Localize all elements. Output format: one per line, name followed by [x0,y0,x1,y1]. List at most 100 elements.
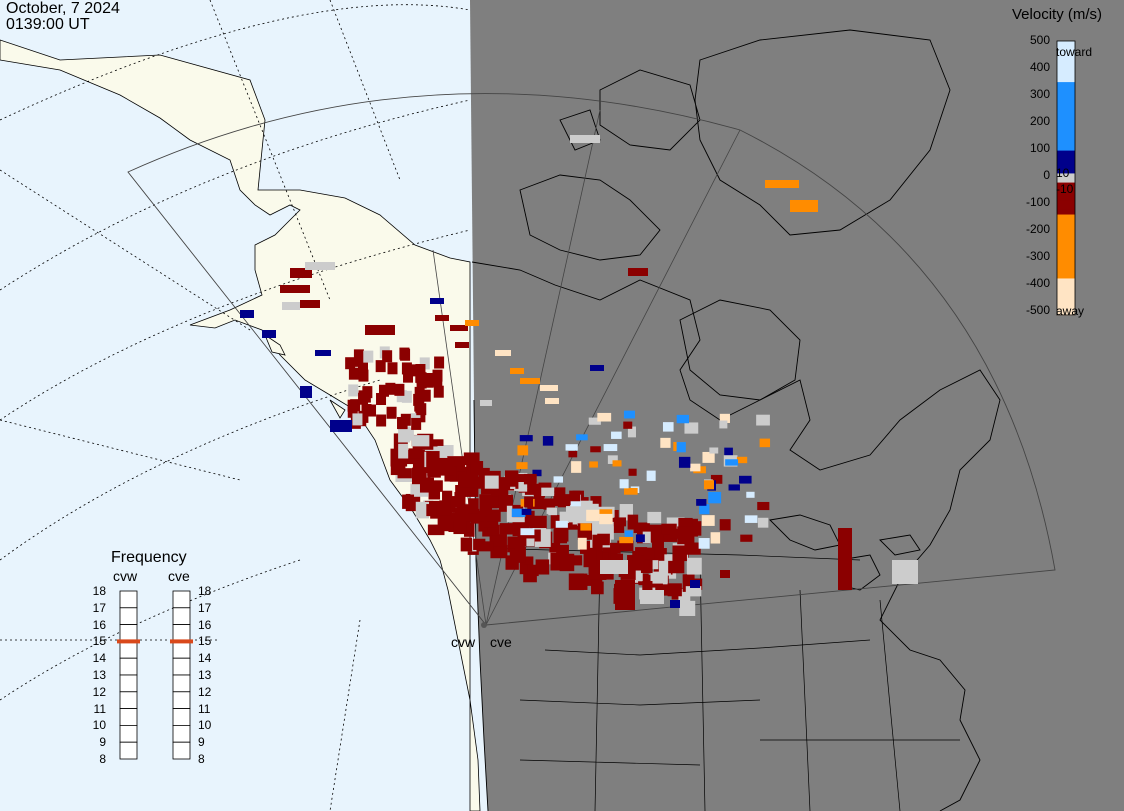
velocity-cell [348,384,359,397]
velocity-cell [401,390,412,403]
frequency-gauges [117,590,193,760]
frequency-gauge-cell [172,741,191,760]
velocity-cell [553,529,568,544]
velocity-cell [454,507,473,521]
frequency-gauge-cell [119,607,138,625]
velocity-cell [499,523,514,535]
velocity-cell [600,560,628,574]
velocity-cell [315,350,331,356]
frequency-scale-label: 13 [92,668,106,682]
velocity-cell [757,517,769,528]
velocity-cell [348,367,359,380]
velocity-cell [677,526,695,545]
frequency-scale-label: 8 [198,752,205,766]
colorbar-away-label: away [1056,304,1085,318]
frequency-scale-label: 10 [92,718,106,733]
colorbar-swatch [1057,305,1075,312]
velocity-cell [432,374,443,387]
colorbar-swatch [1057,41,1075,47]
velocity-cell [687,557,702,575]
velocity-cell [569,490,581,502]
velocity-cell [599,513,613,525]
velocity-cell [647,524,664,543]
velocity-cell [620,569,636,580]
colorbar-frame [1056,40,1076,316]
colorbar-swatch [1057,278,1075,284]
velocity-cell [627,426,636,438]
colorbar-tick-label: -300 [1025,249,1050,263]
coast-islands [264,333,346,419]
velocity-cell [423,372,434,385]
velocity-cell [455,485,468,496]
latlon-grid [0,0,471,811]
velocity-cell [661,523,677,535]
colorbar-swatch [1057,237,1075,243]
colorbar-tick-label: 100 [1029,141,1050,155]
velocity-cell [517,445,529,456]
frequency-scale-label: 17 [198,600,212,615]
colorbar-swatch [1057,63,1075,69]
velocity-cell [623,421,633,429]
colorbar-tick-label: -200 [1025,222,1050,236]
colorbar-swatch [1057,287,1075,293]
velocity-cell [408,448,423,459]
colorbar-swatch [1057,155,1075,161]
velocity-cell [400,348,411,361]
velocity-cell [465,320,479,326]
velocity-cell [433,385,444,398]
velocity-cell [719,413,730,423]
frequency-gauge-cell [172,624,191,642]
date-label: October, 7 2024 [6,0,120,17]
velocity-cell [554,487,566,500]
velocity-cell [545,398,559,404]
velocity-cell [664,554,678,566]
velocity-cell [576,434,588,441]
colorbar-minus10-label: -10 [1056,182,1074,196]
colorbar-swatch [1057,159,1075,165]
frequency-scale-label: 13 [198,668,212,682]
colorbar-swatch [1057,123,1075,129]
frequency-gauge-cell [172,657,191,676]
velocity-cell [619,536,634,544]
colorbar-swatch [1057,127,1075,133]
velocity-cell [378,384,389,397]
hudson-bay [679,299,801,401]
frequency-gauge-cell [119,624,138,642]
velocity-cell [437,445,449,457]
velocity-cell [262,330,276,338]
velocity-cell [590,365,604,371]
velocity-cell [428,481,441,500]
velocity-cell [555,520,568,528]
colorbar-swatch [1057,150,1075,156]
frequency-gauge-cell [119,674,138,693]
velocity-cell [390,463,406,476]
frequency-scale-label: 12 [92,684,106,699]
velocity-cell [699,504,710,515]
frequency-gauge-cell [119,657,138,676]
velocity-cell [670,600,680,608]
colorbar-swatch [1057,54,1075,60]
radar-site-cvw-label: cvw [451,634,476,650]
velocity-cell [644,547,655,560]
velocity-cell [724,447,733,459]
colorbar-swatch [1057,100,1075,106]
velocity-cell [515,546,526,563]
velocity-cell [376,393,387,406]
velocity-cell [589,461,598,468]
velocity-cell [455,342,469,348]
velocity-cell [540,385,558,391]
velocity-cell [703,480,714,490]
velocity-cell [414,386,425,399]
colorbar-swatch [1057,82,1075,88]
velocity-cell [518,482,528,492]
velocity-cell [736,456,748,464]
frequency-gauge-cell [172,641,191,659]
velocity-cell [684,542,701,555]
colorbar-swatch [1057,168,1075,175]
velocity-cell [527,564,539,577]
velocity-cell [746,491,755,498]
velocity-cell [708,491,722,504]
velocity-cell [640,590,664,604]
frequency-scale-label: 15 [92,634,106,649]
